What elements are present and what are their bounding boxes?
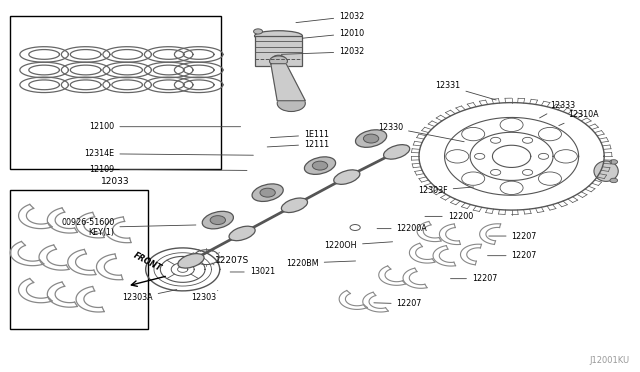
Circle shape: [610, 178, 618, 183]
Text: 12207S: 12207S: [214, 256, 249, 264]
Ellipse shape: [333, 170, 360, 185]
Text: 13021: 13021: [230, 267, 275, 276]
Circle shape: [490, 169, 500, 175]
Circle shape: [269, 56, 287, 66]
Text: 12207: 12207: [489, 231, 537, 241]
Ellipse shape: [305, 157, 335, 174]
Circle shape: [281, 93, 286, 96]
Text: 12331: 12331: [435, 81, 496, 100]
Circle shape: [210, 216, 225, 225]
Text: 12207: 12207: [374, 299, 422, 308]
Ellipse shape: [202, 211, 234, 229]
Text: 12200: 12200: [425, 212, 473, 221]
Bar: [10, 16, 221, 169]
Bar: [10, 190, 148, 329]
Circle shape: [272, 55, 285, 62]
Ellipse shape: [229, 226, 255, 241]
Circle shape: [296, 93, 301, 96]
Ellipse shape: [255, 31, 303, 41]
Text: 1220BM: 1220BM: [286, 259, 356, 267]
Circle shape: [538, 172, 561, 185]
Circle shape: [538, 153, 548, 159]
Text: 12207: 12207: [488, 251, 537, 260]
Text: 12200A: 12200A: [377, 224, 428, 233]
Text: 12310A: 12310A: [559, 110, 598, 126]
Circle shape: [522, 169, 532, 175]
Text: 00926-51600
KEY(1): 00926-51600 KEY(1): [61, 218, 196, 237]
Circle shape: [277, 95, 305, 112]
Text: 12032: 12032: [296, 12, 364, 23]
Text: 1E111: 1E111: [271, 130, 329, 140]
Circle shape: [538, 127, 561, 141]
Text: 12109: 12109: [89, 165, 247, 174]
Text: 12303A: 12303A: [122, 290, 177, 302]
Circle shape: [446, 150, 468, 163]
Polygon shape: [271, 64, 305, 101]
Text: 1220OH: 1220OH: [324, 241, 392, 250]
Circle shape: [554, 150, 577, 163]
Text: 12100: 12100: [89, 122, 241, 131]
Circle shape: [364, 134, 379, 143]
Circle shape: [500, 118, 523, 132]
Circle shape: [461, 127, 484, 141]
Text: 12314E: 12314E: [84, 149, 253, 158]
Circle shape: [312, 161, 328, 170]
Circle shape: [490, 137, 500, 143]
Circle shape: [474, 153, 484, 159]
Circle shape: [461, 172, 484, 185]
Bar: [255, 36, 303, 66]
Text: 12010: 12010: [302, 29, 364, 38]
Text: 12033: 12033: [101, 177, 130, 186]
Ellipse shape: [355, 130, 387, 147]
Text: 12207: 12207: [451, 274, 497, 283]
Text: 12303F: 12303F: [418, 186, 474, 195]
Text: 12330: 12330: [378, 123, 464, 142]
Ellipse shape: [282, 198, 308, 212]
Text: 12111: 12111: [268, 140, 329, 149]
Text: J12001KU: J12001KU: [589, 356, 630, 365]
Ellipse shape: [252, 184, 284, 201]
Circle shape: [522, 137, 532, 143]
Circle shape: [260, 188, 275, 197]
Ellipse shape: [383, 145, 410, 159]
Text: FRONT: FRONT: [132, 251, 163, 273]
Circle shape: [253, 29, 262, 34]
Circle shape: [610, 160, 618, 164]
Text: 12333: 12333: [540, 101, 575, 118]
Text: 12303: 12303: [191, 291, 218, 302]
Ellipse shape: [178, 254, 204, 268]
Ellipse shape: [594, 161, 618, 182]
Circle shape: [500, 181, 523, 195]
Text: 12032: 12032: [281, 47, 364, 56]
